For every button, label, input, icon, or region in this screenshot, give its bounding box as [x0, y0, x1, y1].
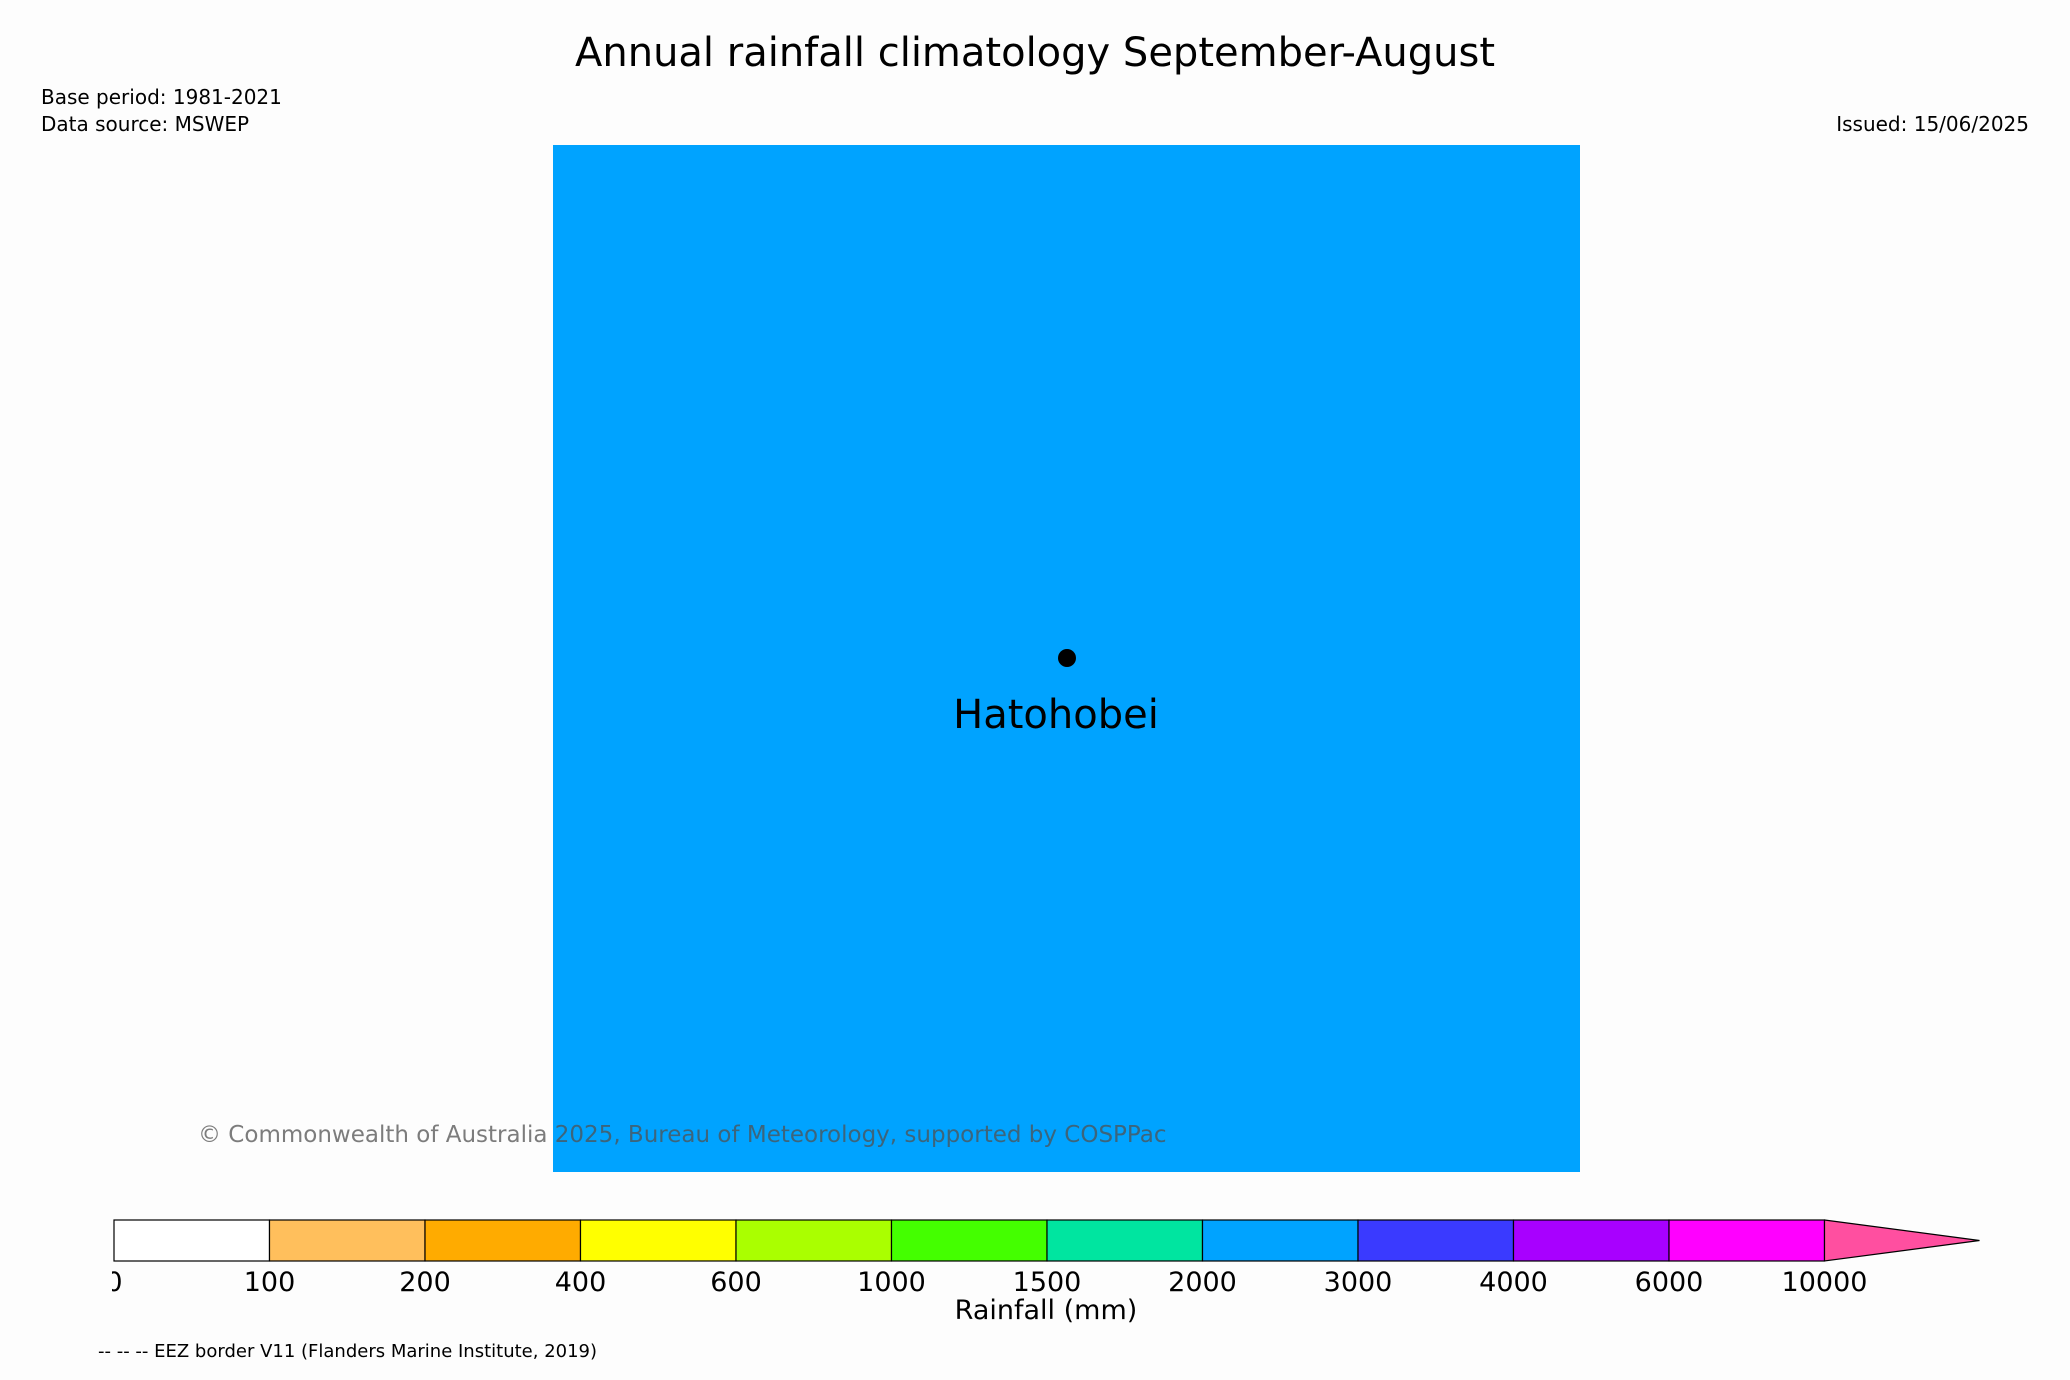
colorbar-extend-arrow — [1823, 1219, 1980, 1262]
colorbar-tick-label: 0 — [112, 1267, 123, 1298]
colorbar-segment — [1668, 1219, 1826, 1262]
colorbar-tick-label: 10000 — [1782, 1267, 1868, 1298]
colorbar-tick-label: 4000 — [1479, 1267, 1548, 1298]
colorbar-tick-label: 1500 — [1013, 1267, 1082, 1298]
colorbar-segment — [268, 1219, 426, 1262]
colorbar-segment — [1357, 1219, 1515, 1262]
colorbar-segment — [890, 1219, 1048, 1262]
colorbar-tick-label: 400 — [555, 1267, 607, 1298]
colorbar-tick-label: 1000 — [857, 1267, 926, 1298]
colorbar-tick-label: 3000 — [1324, 1267, 1393, 1298]
colorbar-tick-label: 100 — [244, 1267, 296, 1298]
colorbar-tick-label: 6000 — [1635, 1267, 1704, 1298]
location-marker — [1058, 649, 1076, 667]
colorbar-tick-label: 600 — [710, 1267, 762, 1298]
colorbar-segment — [424, 1219, 582, 1262]
colorbar-tick-label: 200 — [399, 1267, 451, 1298]
colorbar-segment — [1046, 1219, 1204, 1262]
rainfall-colorbar: 0 100 200 400 600 1000 1500 2000 3000 4000 6000 100… — [112, 1219, 1980, 1298]
colorbar-segment — [1201, 1219, 1359, 1262]
location-label: Hatohobei — [953, 692, 1159, 738]
map-title: Annual rainfall climatology September-Au… — [575, 30, 1495, 76]
colorbar-tick-label: 2000 — [1168, 1267, 1237, 1298]
colorbar-segment — [1512, 1219, 1670, 1262]
issued-date-label: Issued: 15/06/2025 — [1836, 112, 2029, 136]
colorbar-title: Rainfall (mm) — [954, 1295, 1138, 1326]
copyright-notice: © Commonwealth of Australia 2025, Bureau… — [198, 1122, 1167, 1148]
colorbar-segment — [579, 1219, 737, 1262]
colorbar-segment — [113, 1219, 271, 1262]
colorbar-segment — [735, 1219, 893, 1262]
eez-border-note: -- -- -- EEZ border V11 (Flanders Marine… — [98, 1341, 598, 1362]
data-source-label: Data source: MSWEP — [41, 112, 250, 136]
base-period-label: Base period: 1981-2021 — [41, 85, 282, 109]
